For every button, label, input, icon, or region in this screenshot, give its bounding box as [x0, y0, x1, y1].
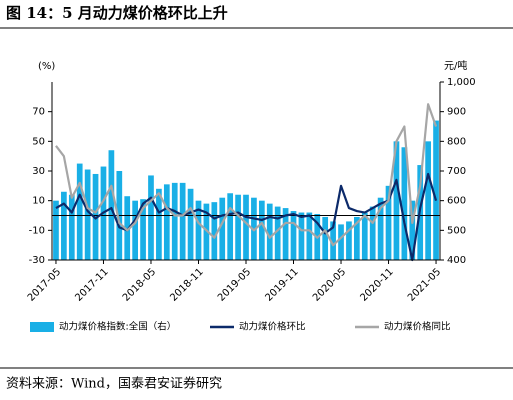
line-series: [55, 172, 438, 262]
bar: [377, 197, 384, 260]
chart-title: 图 14：5 月动力煤价格环比上升: [6, 4, 228, 22]
x-tick-label: 2019-11: [263, 266, 300, 303]
bar: [274, 206, 281, 260]
bar: [258, 200, 265, 260]
bar: [330, 221, 336, 260]
bar: [171, 182, 178, 260]
x-tick-label: 2020-11: [358, 266, 395, 303]
y-tick-label: -30: [29, 255, 45, 266]
bar: [219, 197, 226, 260]
bar: [361, 212, 368, 260]
bar: [76, 163, 83, 260]
bar: [298, 212, 305, 260]
bar: [306, 212, 313, 260]
y2-tick-label: 700: [447, 166, 466, 177]
legend-label: 动力煤价格同比: [384, 321, 451, 333]
bar: [148, 175, 154, 260]
source: 资料来源：Wind，国泰君安证券研究: [6, 376, 222, 392]
bar: [132, 200, 138, 260]
bar: [53, 200, 59, 260]
bar: [124, 196, 131, 260]
y2-tick-label: 900: [447, 107, 466, 118]
y2-tick-label: 800: [447, 136, 466, 147]
bar: [195, 200, 202, 260]
bar: [322, 216, 329, 260]
bar: [227, 193, 234, 260]
bar: [140, 199, 146, 260]
y2-axis-label: 元/吨: [444, 59, 467, 72]
x-tick-label: 2017-11: [73, 266, 110, 303]
legend-label: 动力煤价格指数:全国（右）: [59, 321, 176, 333]
bar: [235, 194, 241, 260]
bar: [338, 224, 344, 260]
bar: [163, 184, 170, 260]
bar: [433, 120, 439, 260]
y-tick-label: 50: [32, 136, 45, 147]
bar: [369, 206, 376, 260]
bar: [290, 211, 297, 260]
bar: [266, 203, 273, 260]
bar: [243, 194, 249, 260]
legend-label: 动力煤价格环比: [239, 321, 306, 333]
x-tick-label: 2021-05: [406, 266, 443, 303]
bar: [393, 141, 400, 260]
x-tick-label: 2018-11: [168, 266, 205, 303]
y-tick-label: 30: [32, 166, 45, 177]
y-tick-label: -10: [29, 225, 45, 236]
x-tick-label: 2018-05: [121, 266, 158, 303]
bar: [68, 194, 75, 260]
y2-tick-label: 400: [447, 255, 466, 266]
bar: [425, 141, 431, 260]
y2-tick-label: 1,000: [447, 77, 476, 88]
x-tick-label: 2017-05: [26, 266, 63, 303]
bar: [409, 200, 416, 260]
bar: [179, 182, 186, 260]
y2-tick-label: 600: [447, 196, 466, 207]
legend-swatch: [30, 322, 54, 332]
bar: [108, 150, 115, 260]
bar: [61, 191, 67, 260]
bar: [346, 221, 352, 260]
x-tick-label: 2020-05: [311, 266, 348, 303]
line-series: [55, 103, 438, 247]
bar: [354, 216, 360, 260]
bar: [282, 208, 289, 260]
bar: [187, 188, 194, 260]
x-tick-label: 2019-05: [216, 266, 253, 303]
y-axis-label: (%): [38, 61, 55, 72]
bar: [401, 147, 408, 260]
bar: [84, 169, 91, 260]
bar: [385, 185, 392, 260]
y2-tick-label: 500: [447, 225, 466, 236]
y-tick-label: 70: [32, 107, 45, 118]
y-tick-label: 10: [32, 196, 45, 207]
bar: [211, 202, 218, 260]
bar: [156, 188, 162, 260]
